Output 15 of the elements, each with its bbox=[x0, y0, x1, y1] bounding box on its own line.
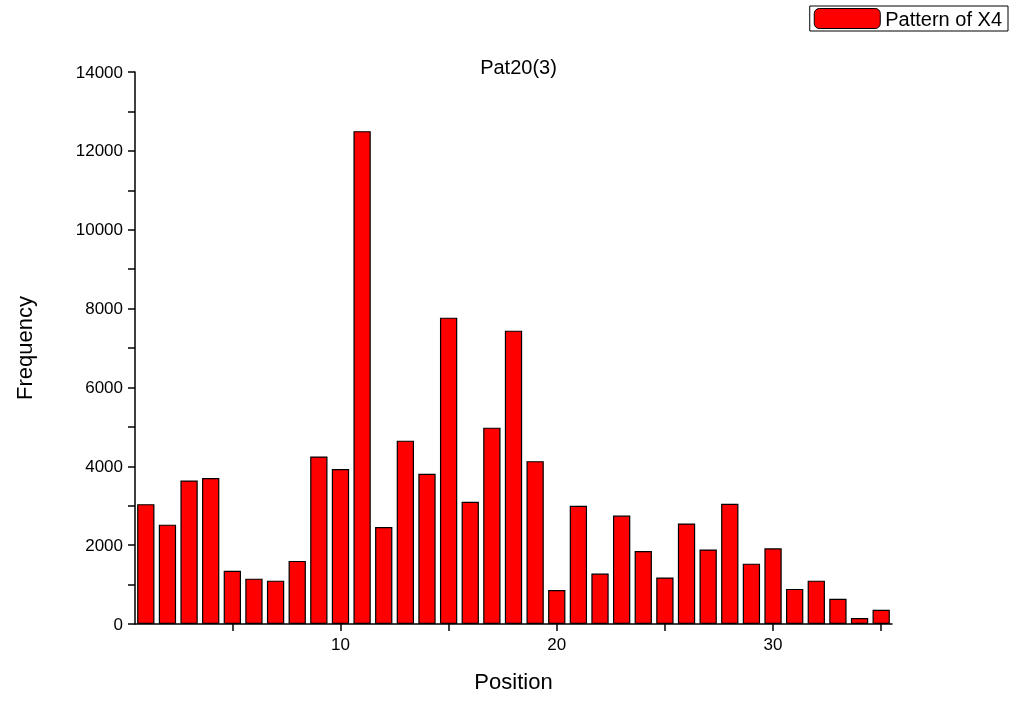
y-tick-label: 12000 bbox=[75, 141, 123, 161]
chart-title: Pat20(3) bbox=[480, 56, 557, 78]
y-tick-label: 10000 bbox=[75, 220, 123, 240]
legend-label: Pattern of X4 bbox=[885, 7, 1003, 30]
y-tick-label: 2000 bbox=[85, 535, 123, 555]
y-tick-label: 14000 bbox=[75, 62, 123, 82]
y-tick-label: 8000 bbox=[85, 299, 123, 319]
y-tick-label: 4000 bbox=[85, 456, 123, 476]
x-axis-title: Position bbox=[474, 668, 553, 694]
x-tick-label: 30 bbox=[763, 635, 783, 654]
y-tick-label: 6000 bbox=[85, 377, 123, 397]
x-tick-label: 20 bbox=[547, 635, 567, 654]
x-tick-label: 10 bbox=[331, 635, 350, 654]
y-axis-title: Frequency bbox=[11, 296, 37, 400]
y-tick-label: 0 bbox=[113, 614, 123, 634]
